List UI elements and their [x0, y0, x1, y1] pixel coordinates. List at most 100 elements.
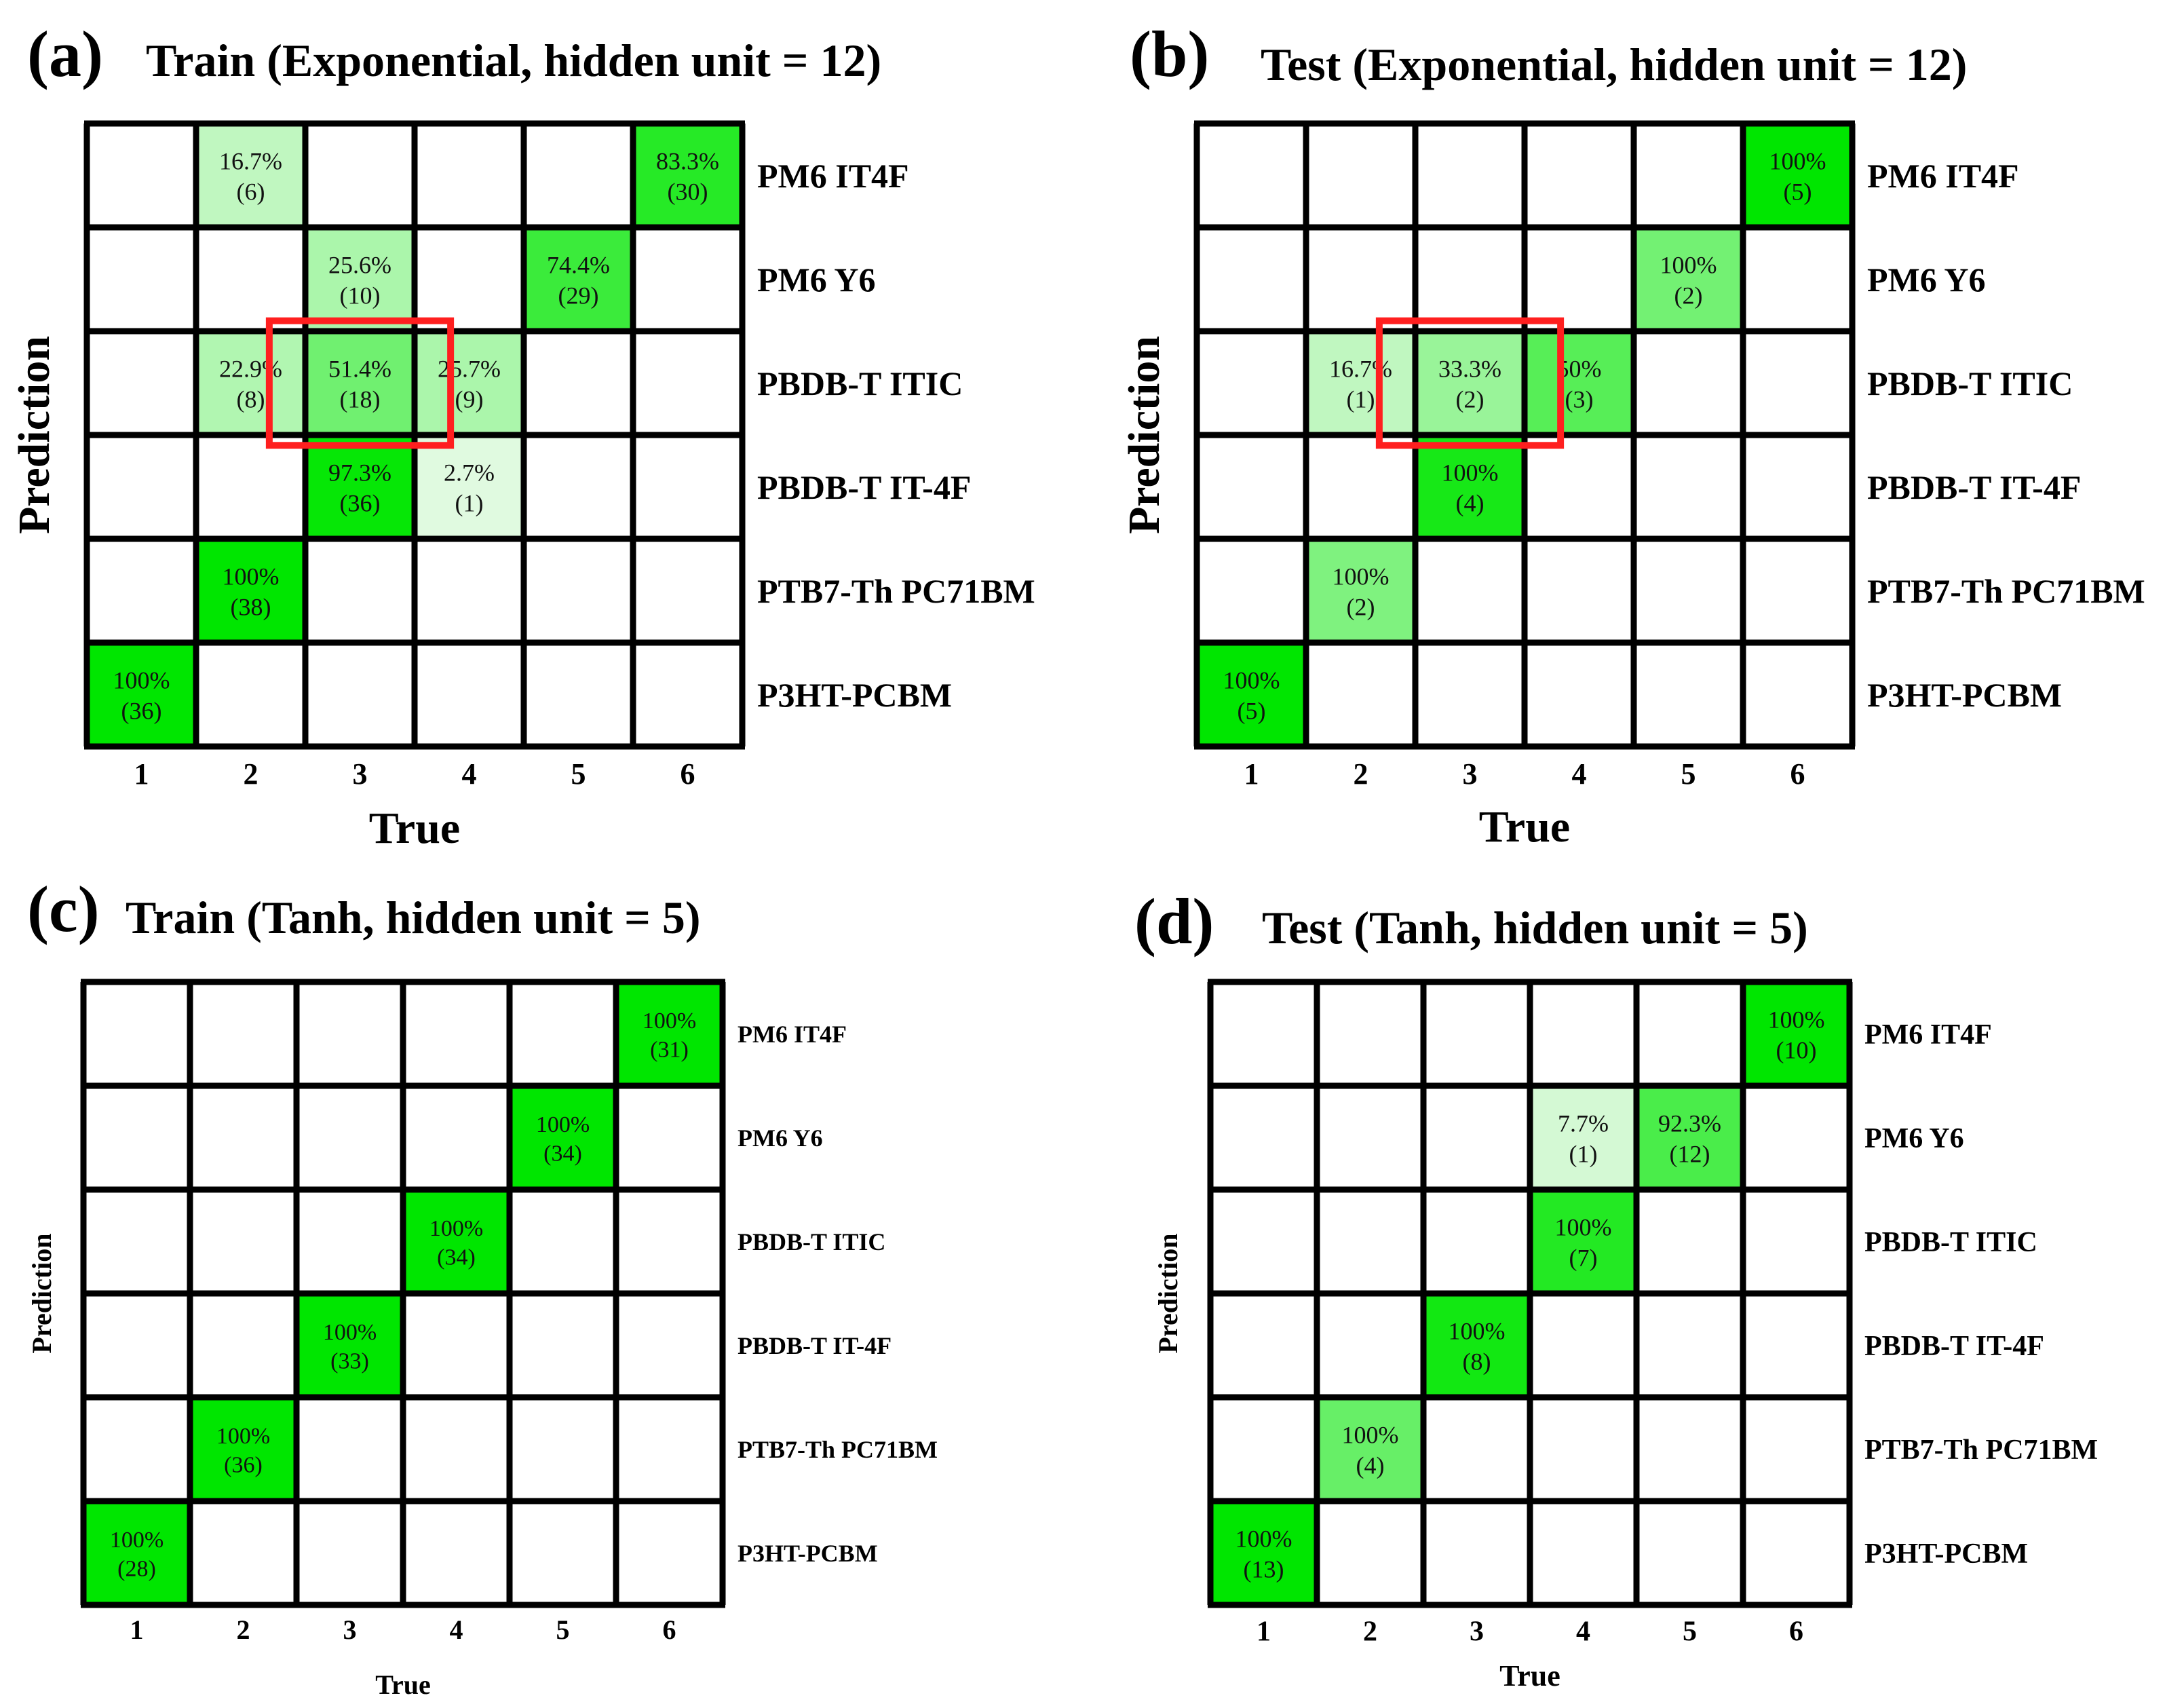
cell-percent-label: 100% [223, 563, 280, 590]
cell-count-label: (10) [340, 282, 381, 309]
matrix-cell [524, 227, 633, 331]
cell-percent-label: 100% [1342, 1422, 1399, 1449]
cell-percent-label: 25.6% [328, 252, 391, 279]
matrix-cell [616, 982, 723, 1086]
matrix-cell [87, 643, 196, 746]
row-label: PTB7-Th PC71BM [1864, 1435, 2098, 1466]
row-label: PBDB-T ITIC [1867, 364, 2073, 402]
matrix-cell [305, 227, 415, 331]
row-label: P3HT-PCBM [757, 676, 952, 714]
panel-c: (c) Train (Tanh, hidden unit = 5) 100% (31)… [26, 873, 938, 1700]
cell-percent-label: 100% [1442, 459, 1499, 487]
cell-percent-label: 7.7% [1558, 1110, 1609, 1137]
panel-letter: (c) [27, 873, 100, 945]
cell-count-label: (38) [231, 594, 271, 621]
panel-a: (a) Train (Exponential, hidden unit = 12)… [9, 18, 1035, 853]
cell-percent-label: 33.3% [1438, 356, 1501, 383]
cell-percent-label: 100% [1660, 252, 1717, 279]
cell-percent-label: 97.3% [328, 459, 391, 487]
cell-count-label: (1) [455, 490, 484, 517]
cell-count-label: (30) [668, 178, 708, 206]
row-label: PM6 IT4F [1867, 157, 2019, 195]
cell-percent-label: 16.7% [1329, 356, 1392, 383]
cell-count-label: (13) [1244, 1556, 1284, 1583]
cell-percent-label: 83.3% [656, 148, 719, 175]
cell-count-label: (12) [1670, 1141, 1710, 1168]
cell-percent-label: 22.9% [219, 356, 282, 383]
cell-percent-label: 74.4% [547, 252, 610, 279]
row-label: PBDB-T IT-4F [1864, 1331, 2044, 1362]
matrix-cell [296, 1293, 403, 1397]
cell-percent-label: 100% [1333, 563, 1390, 590]
x-tick-label: 4 [450, 1614, 463, 1645]
panel-title: Train (Tanh, hidden unit = 5) [126, 892, 701, 943]
row-label: P3HT-PCBM [1864, 1538, 2028, 1570]
matrix-cell [305, 331, 415, 435]
cell-count-label: (2) [1456, 386, 1484, 413]
matrix-cell [1743, 982, 1850, 1086]
row-label: PTB7-Th PC71BM [737, 1436, 938, 1463]
matrix-cell [83, 1501, 190, 1605]
cell-count-label: (4) [1456, 490, 1484, 517]
matrix-cell [403, 1190, 510, 1293]
cell-count-label: (1) [1569, 1141, 1598, 1168]
row-label: PM6 IT4F [1864, 1019, 1992, 1050]
panel-title: Test (Tanh, hidden unit = 5) [1262, 902, 1808, 953]
cell-percent-label: 92.3% [1658, 1110, 1721, 1137]
row-label: PBDB-T ITIC [737, 1228, 885, 1255]
cell-count-label: (33) [330, 1349, 369, 1374]
x-axis-label: True [369, 803, 460, 853]
panel-letter: (a) [27, 18, 103, 90]
row-label: PM6 Y6 [757, 261, 876, 299]
matrix-cell [1743, 124, 1852, 227]
cell-percent-label: 100% [216, 1424, 270, 1449]
cell-count-label: (2) [1674, 282, 1703, 309]
matrix-cell [1530, 1086, 1636, 1190]
x-tick-label: 2 [244, 757, 258, 791]
cell-percent-label: 100% [110, 1528, 164, 1553]
x-tick-label: 1 [130, 1614, 144, 1645]
cell-percent-label: 100% [1555, 1214, 1612, 1241]
cell-count-label: (36) [121, 698, 162, 725]
matrix-cell [1306, 539, 1415, 643]
cell-count-label: (5) [1784, 178, 1812, 206]
cell-count-label: (29) [558, 282, 599, 309]
x-tick-label: 1 [1244, 757, 1259, 791]
panel-title: Test (Exponential, hidden unit = 12) [1261, 39, 1967, 90]
x-axis-label: True [375, 1669, 430, 1700]
cell-count-label: (9) [455, 386, 484, 413]
matrix-cell [510, 1086, 616, 1190]
matrix-cell [1636, 1086, 1743, 1190]
matrix-cell [1415, 435, 1525, 539]
matrix-cell [1530, 1190, 1636, 1293]
row-label: PBDB-T ITIC [1864, 1227, 2037, 1258]
cell-count-label: (34) [437, 1245, 476, 1270]
x-tick-label: 6 [1790, 757, 1805, 791]
matrix-cell [1525, 331, 1634, 435]
cell-percent-label: 100% [1768, 1006, 1825, 1034]
cell-percent-label: 100% [536, 1112, 590, 1137]
row-label: PTB7-Th PC71BM [1867, 572, 2145, 610]
y-axis-label: Prediction [9, 336, 59, 534]
y-axis-label: Prediction [26, 1233, 57, 1353]
matrix-cell [305, 435, 415, 539]
x-tick-label: 1 [134, 757, 149, 791]
panel-title: Train (Exponential, hidden unit = 12) [146, 35, 881, 86]
cell-count-label: (2) [1347, 594, 1375, 621]
cell-count-label: (36) [224, 1453, 263, 1478]
x-tick-label: 5 [571, 757, 586, 791]
cell-count-label: (10) [1776, 1037, 1817, 1064]
row-label: PBDB-T IT-4F [757, 468, 971, 506]
cell-percent-label: 51.4% [328, 356, 391, 383]
cell-percent-label: 100% [113, 667, 170, 694]
panel-letter: (b) [1130, 18, 1209, 90]
cell-count-label: (4) [1356, 1452, 1385, 1479]
matrix-cell [196, 539, 305, 643]
x-axis-label: True [1499, 1659, 1560, 1692]
x-tick-label: 6 [1789, 1616, 1803, 1648]
x-tick-label: 5 [556, 1614, 570, 1645]
cell-percent-label: 100% [1769, 148, 1826, 175]
x-tick-label: 2 [1354, 757, 1368, 791]
x-tick-label: 3 [1470, 1616, 1484, 1648]
